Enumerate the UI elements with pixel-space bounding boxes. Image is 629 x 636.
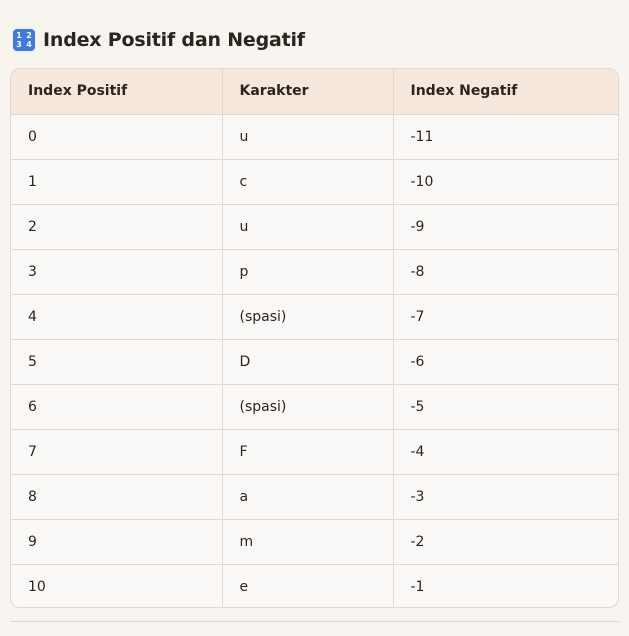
section-title: Index Positif dan Negatif bbox=[43, 29, 305, 51]
cell-index-positif: 4 bbox=[11, 293, 222, 339]
cell-index-negatif: -2 bbox=[392, 518, 618, 564]
table-row: 5 D -6 bbox=[11, 338, 618, 384]
numbers-icon: 1 2 3 4 bbox=[13, 29, 35, 51]
cell-index-positif: 5 bbox=[11, 338, 222, 384]
cell-index-negatif: -4 bbox=[392, 428, 618, 474]
table-row: 7 F -4 bbox=[11, 428, 618, 474]
cell-index-negatif: -7 bbox=[392, 293, 618, 339]
header-index-negatif: Index Negatif bbox=[392, 69, 618, 115]
cell-index-positif: 9 bbox=[11, 518, 222, 564]
table-row: 4 (spasi) -7 bbox=[11, 293, 618, 339]
index-table-grid: Index Positif Karakter Index Negatif 0 u… bbox=[11, 69, 618, 607]
cell-karakter: e bbox=[221, 563, 393, 607]
cell-karakter: p bbox=[221, 248, 393, 294]
table-row: 0 u -11 bbox=[11, 114, 618, 159]
cell-karakter: u bbox=[221, 203, 393, 249]
divider bbox=[10, 621, 619, 622]
cell-index-positif: 0 bbox=[28, 128, 37, 145]
cell-index-positif: 3 bbox=[11, 248, 222, 294]
table-row: 2 u -9 bbox=[11, 203, 618, 249]
table-header-row: Index Positif Karakter Index Negatif bbox=[11, 69, 618, 115]
header-karakter: Karakter bbox=[221, 69, 393, 115]
cell-index-negatif: -1 bbox=[392, 563, 618, 607]
cell-index-negatif: -11 bbox=[392, 114, 618, 159]
table-row: 1 c -10 bbox=[11, 158, 618, 204]
cell-index-negatif: -10 bbox=[392, 158, 618, 204]
cell-karakter: m bbox=[221, 518, 393, 564]
table-row: 3 p -8 bbox=[11, 248, 618, 294]
numbers-icon-digit: 4 bbox=[26, 40, 32, 49]
cell-karakter: c bbox=[221, 158, 393, 204]
cell-index-positif: 8 bbox=[11, 473, 222, 519]
cell-index-positif: 1 bbox=[11, 158, 222, 204]
header-index-positif: Index Positif bbox=[11, 69, 222, 115]
cell-karakter: (spasi) bbox=[221, 293, 393, 339]
table-row: 10 e -1 bbox=[11, 563, 618, 607]
cell-karakter: (spasi) bbox=[221, 383, 393, 429]
index-table: Index Positif Karakter Index Negatif 0 u… bbox=[10, 68, 619, 608]
table-row: 9 m -2 bbox=[11, 518, 618, 564]
numbers-icon-digit: 3 bbox=[16, 40, 22, 49]
section-heading: 1 2 3 4 Index Positif dan Negatif bbox=[13, 27, 305, 53]
numbers-icon-digit: 1 bbox=[16, 31, 22, 40]
cell-index-negatif: -9 bbox=[392, 203, 618, 249]
cell-index-positif: 10 bbox=[11, 563, 222, 607]
cell-karakter: a bbox=[221, 473, 393, 519]
cell-index-negatif: -8 bbox=[392, 248, 618, 294]
table-row: 8 a -3 bbox=[11, 473, 618, 519]
cell-index-positif: 2 bbox=[11, 203, 222, 249]
numbers-icon-digit: 2 bbox=[26, 31, 32, 40]
cell-index-positif: 6 bbox=[11, 383, 222, 429]
cell-index-negatif: -3 bbox=[392, 473, 618, 519]
cell-karakter: u bbox=[221, 114, 393, 159]
cell-karakter: F bbox=[221, 428, 393, 474]
cell-karakter: D bbox=[221, 338, 393, 384]
cell-index-negatif: -5 bbox=[392, 383, 618, 429]
cell-index-positif: 7 bbox=[11, 428, 222, 474]
table-row: 6 (spasi) -5 bbox=[11, 383, 618, 429]
cell-index-negatif: -6 bbox=[392, 338, 618, 384]
